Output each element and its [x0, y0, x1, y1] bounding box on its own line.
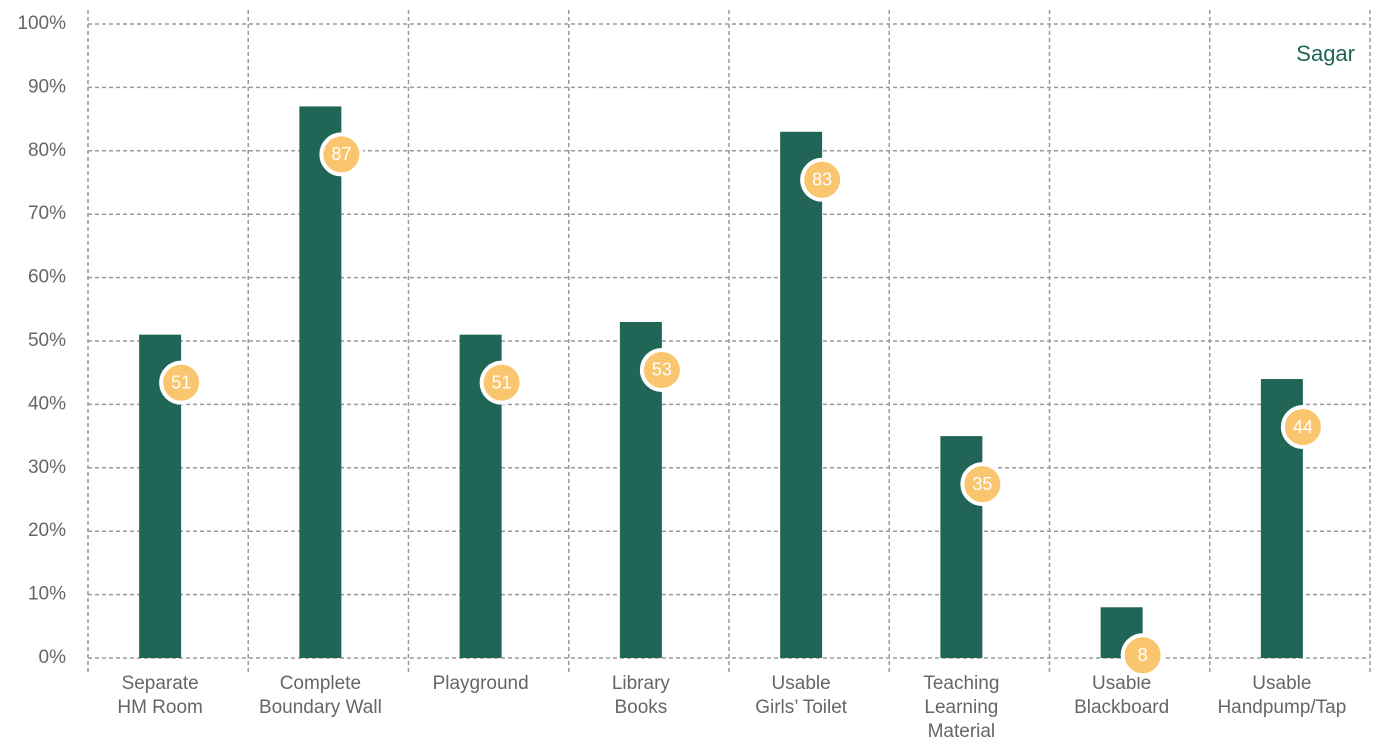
x-tick-label: Learning: [924, 697, 998, 718]
data-label-badge: [1120, 633, 1165, 678]
data-label-badge: [639, 347, 684, 392]
x-tick-label: Girls’ Toilet: [755, 697, 848, 718]
y-tick-label: 90%: [28, 76, 66, 97]
data-label: 53: [652, 360, 672, 380]
y-tick-label: 0%: [39, 647, 67, 668]
data-label: 44: [1293, 417, 1313, 437]
x-tick-label: Usable: [1252, 673, 1311, 694]
legend-label: Sagar: [1296, 41, 1355, 66]
y-tick-label: 100%: [17, 13, 66, 34]
data-label-badge: [960, 462, 1005, 507]
y-tick-label: 10%: [28, 584, 66, 605]
data-label: 8: [1138, 645, 1148, 665]
x-tick-label: Handpump/Tap: [1217, 697, 1346, 718]
data-label-badge: [159, 360, 204, 405]
bar: [780, 131, 823, 658]
data-label: 51: [492, 372, 512, 392]
x-tick-label: Separate: [122, 673, 199, 694]
y-tick-label: 50%: [28, 330, 66, 351]
x-tick-label: Books: [614, 697, 667, 718]
y-tick-label: 80%: [28, 140, 66, 161]
data-label: 87: [331, 144, 351, 164]
data-label: 83: [812, 170, 832, 190]
x-tick-label: Complete: [280, 673, 361, 694]
x-tick-label: Material: [928, 721, 996, 742]
data-label: 35: [972, 474, 992, 494]
data-label-badge: [319, 132, 364, 177]
data-label-badge: [1280, 405, 1325, 450]
x-tick-label: Playground: [433, 673, 529, 694]
data-label-badge: [479, 360, 524, 405]
data-label-badge: [800, 157, 845, 202]
x-tick-label: Usable: [1092, 673, 1151, 694]
x-tick-label: Teaching: [923, 673, 999, 694]
x-tick-label: Boundary Wall: [259, 697, 382, 718]
y-tick-label: 40%: [28, 393, 66, 414]
x-tick-label: Library: [612, 673, 671, 694]
y-tick-label: 20%: [28, 520, 66, 541]
y-tick-label: 60%: [28, 267, 66, 288]
y-tick-label: 70%: [28, 203, 66, 224]
x-tick-label: Usable: [772, 673, 831, 694]
x-tick-label: HM Room: [117, 697, 203, 718]
y-tick-label: 30%: [28, 457, 66, 478]
bar: [299, 106, 342, 659]
x-tick-label: Blackboard: [1074, 697, 1169, 718]
data-label: 51: [171, 372, 191, 392]
